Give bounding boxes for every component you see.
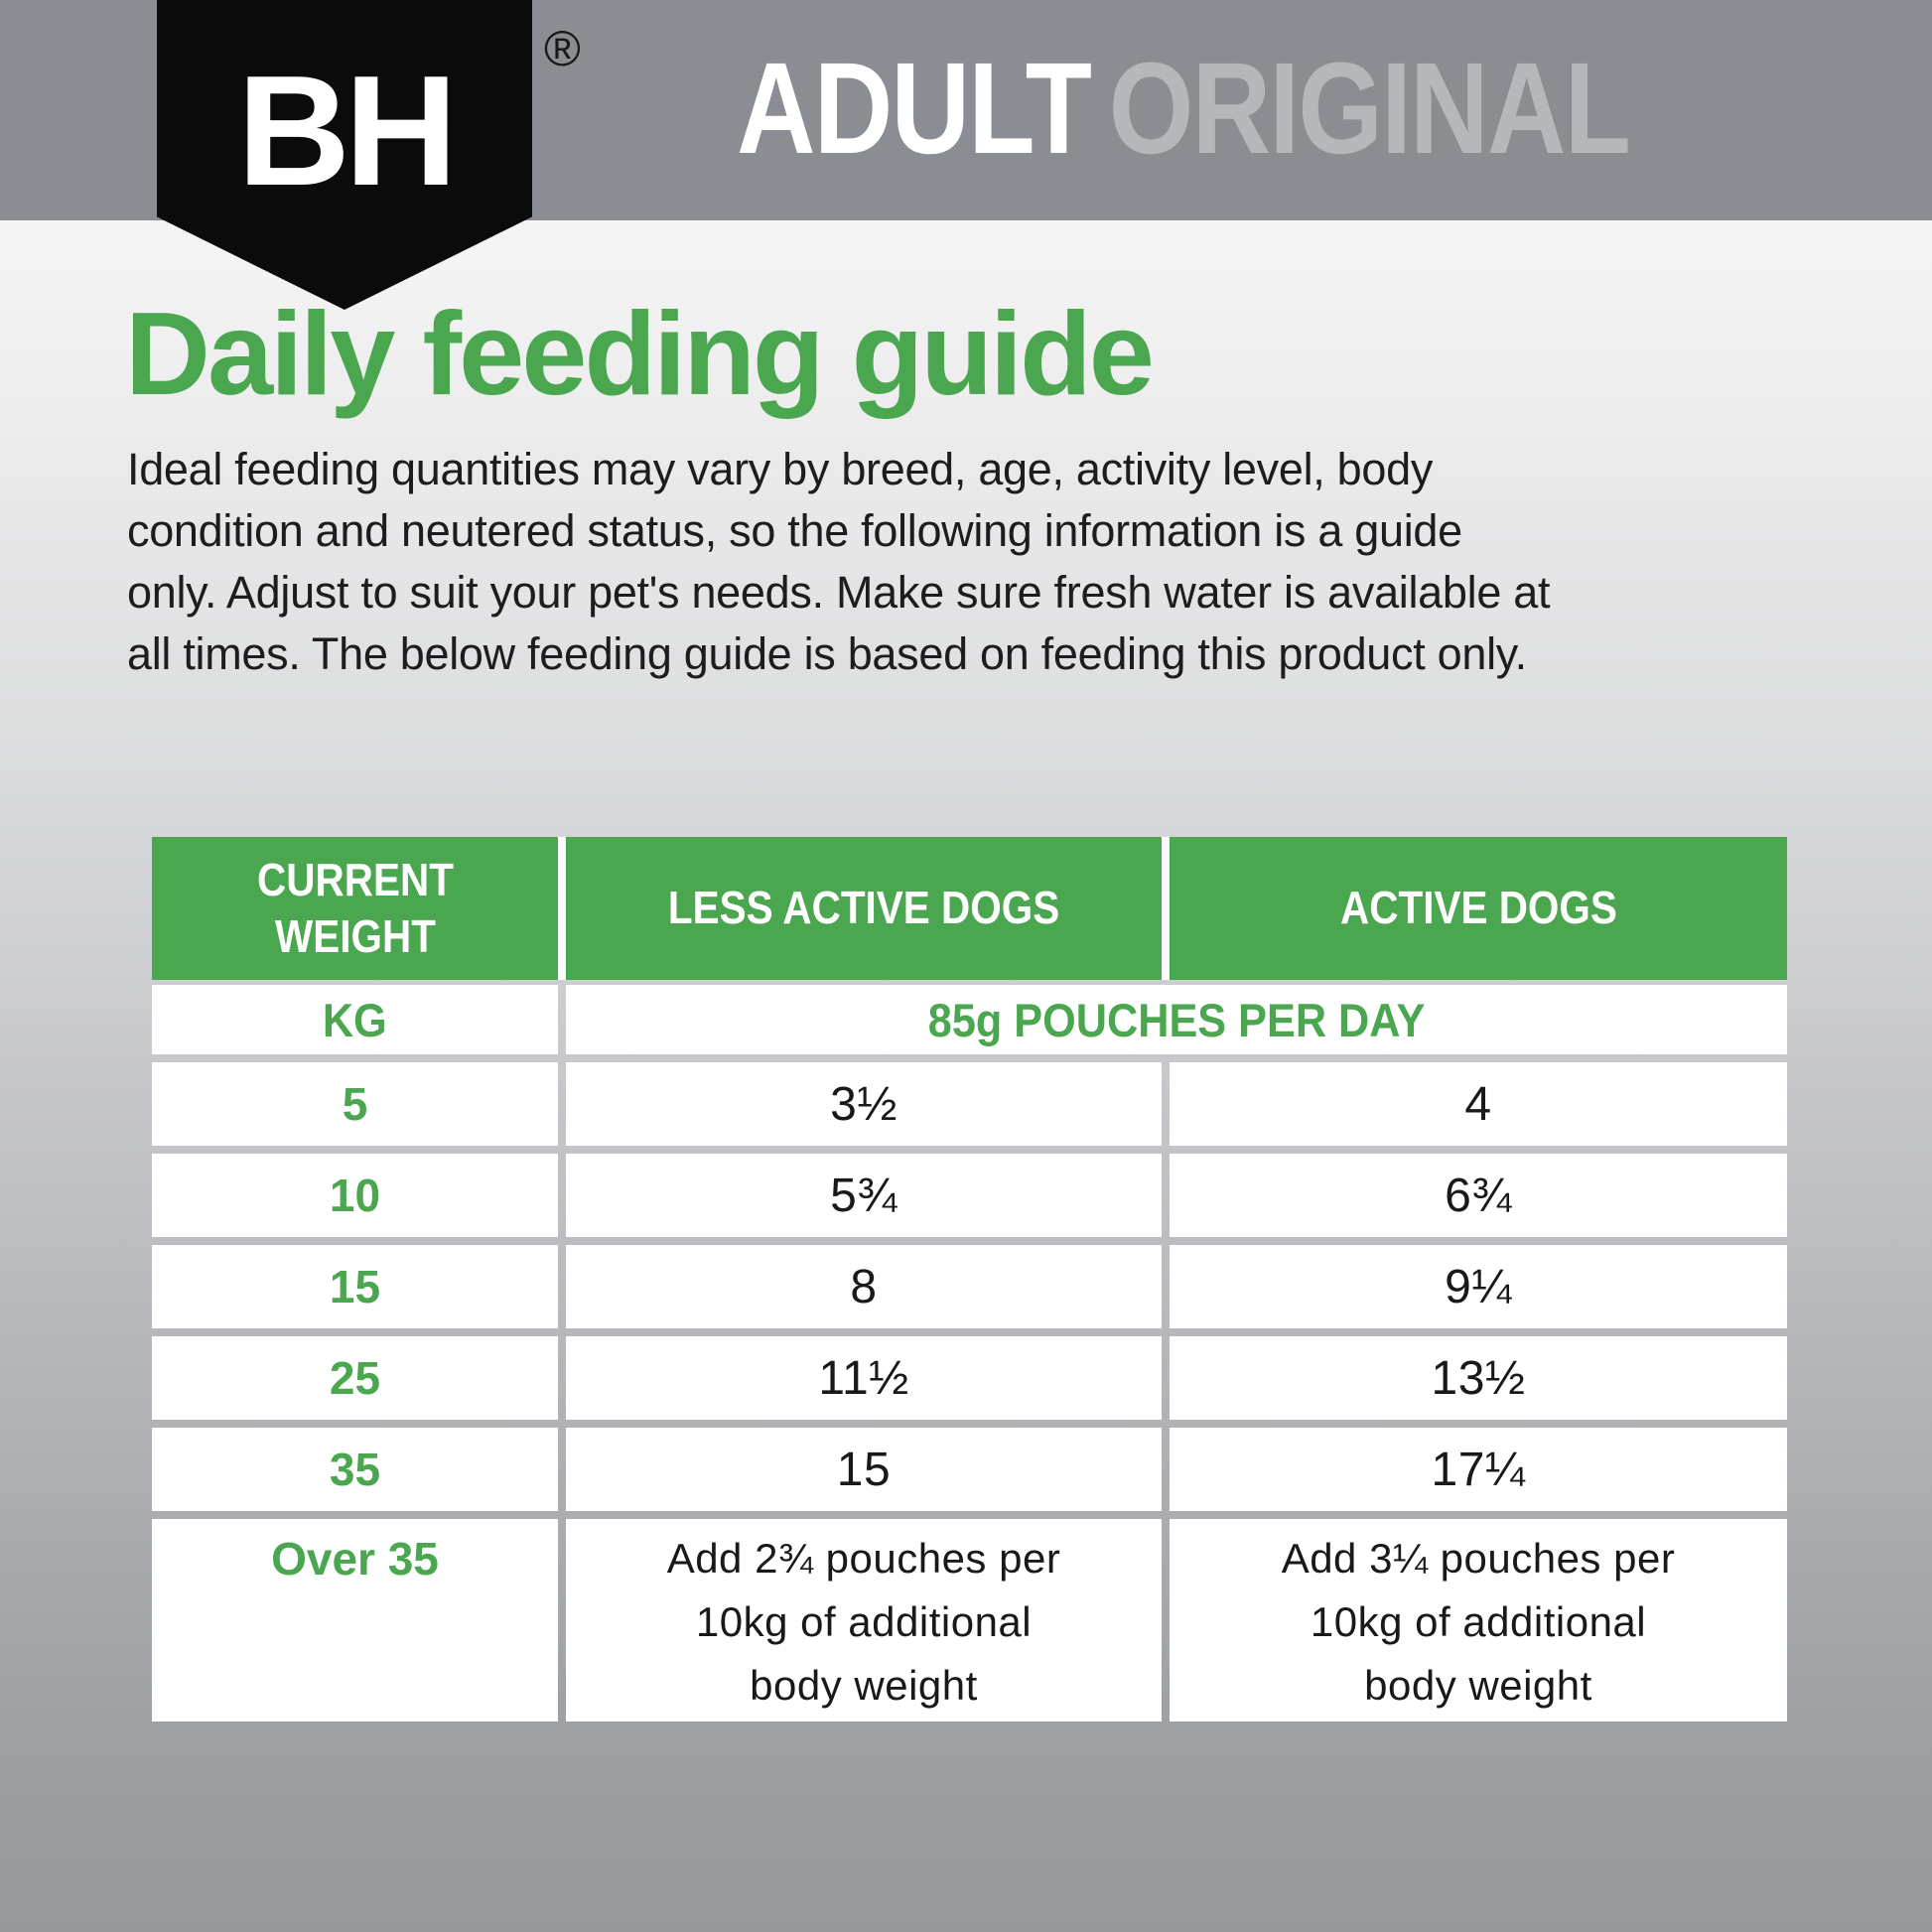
less-active-value: 5¾: [830, 1169, 897, 1222]
weight-value: 35: [329, 1444, 381, 1495]
header-cell-less-active-dogs: LESS ACTIVE DOGS: [566, 837, 1162, 980]
less-active-cell: 5¾: [566, 1154, 1162, 1237]
product-title: ADULT ORIGINAL: [737, 30, 1631, 186]
header-label: ACTIVE DOGS: [1339, 882, 1617, 934]
weight-value: 5: [342, 1078, 368, 1130]
header-cell-current-weight: CURRENT WEIGHT: [152, 837, 558, 980]
active-cell: Add 3¼ pouches per 10kg of additional bo…: [1170, 1519, 1787, 1722]
intro-line: only. Adjust to suit your pet's needs. M…: [127, 567, 1551, 618]
less-active-value: 11½: [818, 1351, 909, 1405]
active-value: 17¼: [1431, 1443, 1526, 1496]
less-active-cell: 8: [566, 1245, 1162, 1328]
pouches-per-day-cell: 85g POUCHES PER DAY: [566, 985, 1787, 1054]
active-cell: 9¼: [1170, 1245, 1787, 1328]
product-variant-label: ORIGINAL: [1108, 35, 1631, 181]
page-title: Daily feeding guide: [125, 288, 1155, 420]
table-row: 5 3½ 4: [152, 1062, 1787, 1146]
intro-line: Ideal feeding quantities may vary by bre…: [127, 444, 1434, 494]
product-line-label: ADULT: [737, 35, 1092, 181]
weight-unit-cell: KG: [152, 985, 558, 1054]
feeding-table: CURRENT WEIGHT LESS ACTIVE DOGS ACTIVE D…: [152, 837, 1787, 1722]
weight-cell: 25: [152, 1336, 558, 1420]
weight-value: Over 35: [271, 1533, 439, 1585]
brand-logo-shield: BH: [157, 0, 532, 310]
active-cell: 17¼: [1170, 1428, 1787, 1511]
weight-value: 15: [329, 1261, 381, 1312]
table-row-over-35: Over 35 Add 2¾ pouches per 10kg of addit…: [152, 1519, 1787, 1722]
table-row: 25 11½ 13½: [152, 1336, 1787, 1420]
weight-cell: 10: [152, 1154, 558, 1237]
intro-line: all times. The below feeding guide is ba…: [127, 628, 1527, 679]
less-active-value: Add 2¾ pouches per 10kg of additional bo…: [666, 1535, 1061, 1709]
less-active-cell: 11½: [566, 1336, 1162, 1420]
less-active-cell: 3½: [566, 1062, 1162, 1146]
weight-value: 25: [329, 1352, 381, 1404]
weight-cell: 35: [152, 1428, 558, 1511]
table-row: 35 15 17¼: [152, 1428, 1787, 1511]
weight-cell: 5: [152, 1062, 558, 1146]
less-active-value: 3½: [830, 1077, 897, 1131]
brand-logo-text: BH: [236, 44, 458, 218]
registered-trademark-icon: ®: [544, 21, 581, 76]
active-value: Add 3¼ pouches per 10kg of additional bo…: [1281, 1535, 1676, 1709]
less-active-cell: 15: [566, 1428, 1162, 1511]
intro-paragraph: Ideal feeding quantities may vary by bre…: [127, 439, 1551, 685]
weight-unit-label: KG: [323, 993, 387, 1046]
table-header-row: CURRENT WEIGHT LESS ACTIVE DOGS ACTIVE D…: [152, 837, 1787, 980]
less-active-cell: Add 2¾ pouches per 10kg of additional bo…: [566, 1519, 1162, 1722]
pouches-per-day-label: 85g POUCHES PER DAY: [927, 993, 1426, 1046]
header-cell-active-dogs: ACTIVE DOGS: [1170, 837, 1787, 980]
less-active-value: 15: [836, 1443, 892, 1496]
active-cell: 4: [1170, 1062, 1787, 1146]
active-value: 6¾: [1445, 1169, 1512, 1222]
active-value: 13½: [1431, 1351, 1526, 1405]
active-value: 4: [1464, 1077, 1492, 1131]
header-label: LESS ACTIVE DOGS: [667, 882, 1060, 934]
active-cell: 13½: [1170, 1336, 1787, 1420]
weight-cell: 15: [152, 1245, 558, 1328]
table-row: 15 8 9¼: [152, 1245, 1787, 1328]
weight-cell: Over 35: [152, 1519, 558, 1722]
active-value: 9¼: [1445, 1260, 1512, 1313]
active-cell: 6¾: [1170, 1154, 1787, 1237]
table-row: 10 5¾ 6¾: [152, 1154, 1787, 1237]
table-unit-row: KG 85g POUCHES PER DAY: [152, 985, 1787, 1054]
intro-line: condition and neutered status, so the fo…: [127, 505, 1462, 556]
weight-value: 10: [329, 1170, 381, 1221]
header-label: CURRENT WEIGHT: [256, 853, 454, 963]
less-active-value: 8: [850, 1260, 878, 1313]
